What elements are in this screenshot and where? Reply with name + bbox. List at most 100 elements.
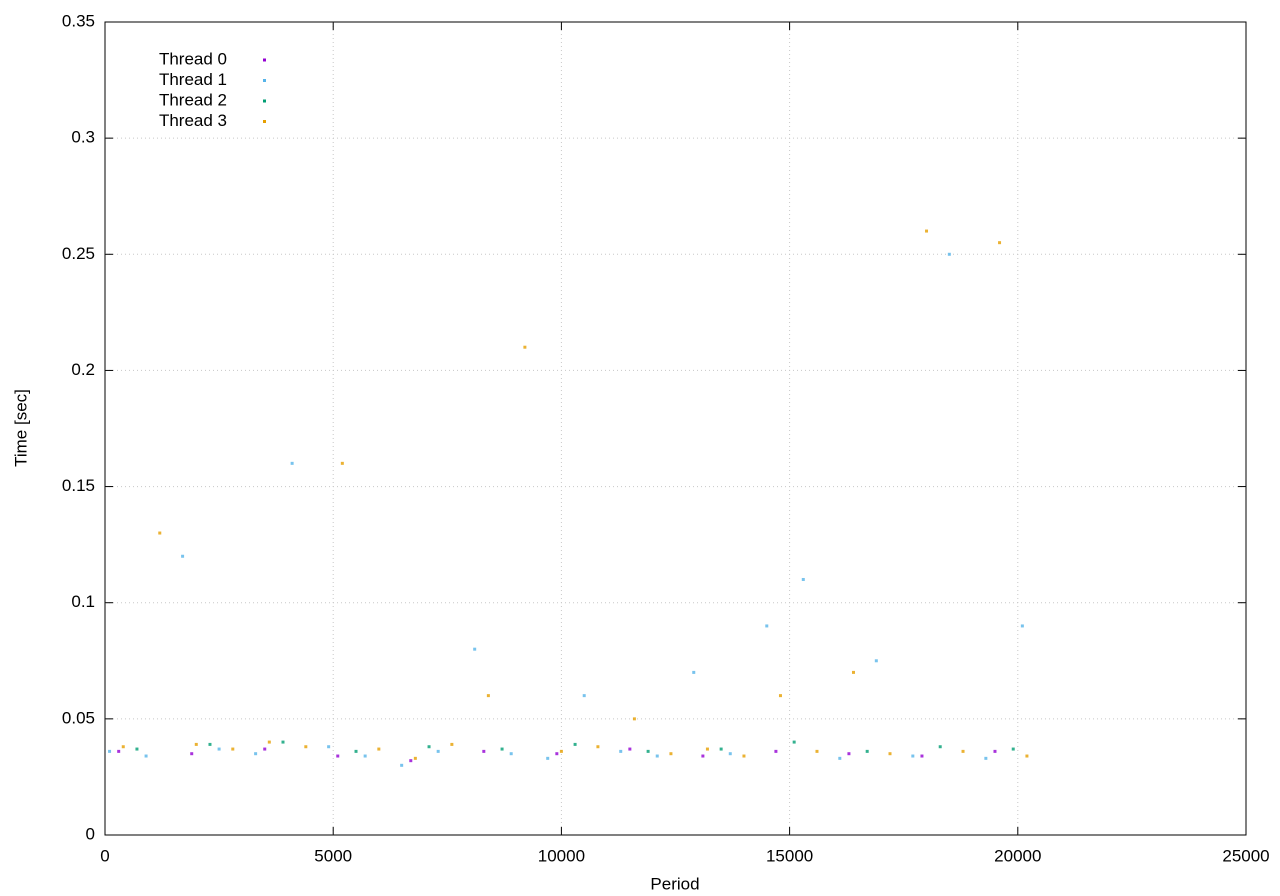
data-point: [217, 747, 221, 751]
y-tick-label: 0.3: [71, 128, 95, 147]
data-point: [1025, 754, 1029, 758]
y-tick-label: 0.05: [62, 708, 95, 727]
data-point: [632, 717, 636, 721]
data-point: [742, 754, 746, 758]
data-point: [792, 740, 796, 744]
data-point: [865, 749, 869, 753]
data-point: [336, 754, 340, 758]
data-point: [500, 747, 504, 751]
x-tick-label: 25000: [1222, 846, 1269, 865]
data-point: [400, 763, 404, 767]
y-tick-label: 0.35: [62, 11, 95, 30]
data-point: [815, 749, 819, 753]
y-tick-label: 0.2: [71, 360, 95, 379]
data-point: [546, 756, 550, 760]
data-point: [582, 694, 586, 698]
data-point: [267, 740, 271, 744]
data-point: [254, 752, 258, 756]
data-point: [436, 749, 440, 753]
data-point: [290, 461, 294, 465]
x-tick-label: 0: [100, 846, 109, 865]
data-point: [121, 745, 125, 749]
data-point: [559, 749, 563, 753]
data-point: [993, 749, 997, 753]
data-point: [555, 752, 559, 756]
data-point: [144, 754, 148, 758]
data-point: [719, 747, 723, 751]
data-point: [340, 461, 344, 465]
legend-swatch: [263, 120, 266, 123]
data-point: [765, 624, 769, 628]
data-point: [998, 241, 1002, 245]
data-point: [158, 531, 162, 535]
legend-swatch: [263, 79, 266, 82]
y-tick-label: 0.25: [62, 244, 95, 263]
data-point: [778, 694, 782, 698]
legend-swatch: [263, 58, 266, 62]
y-tick-label: 0.15: [62, 476, 95, 495]
data-point: [194, 742, 198, 746]
data-point: [281, 740, 285, 744]
data-point: [692, 670, 696, 674]
data-point: [851, 670, 855, 674]
data-point: [117, 749, 121, 753]
y-axis-label: Time [sec]: [11, 389, 30, 467]
x-tick-label: 20000: [994, 846, 1041, 865]
data-point: [646, 749, 650, 753]
data-point: [450, 742, 454, 746]
data-point: [961, 749, 965, 753]
data-point: [838, 756, 842, 760]
data-point: [208, 742, 212, 746]
y-tick-label: 0.1: [71, 592, 95, 611]
data-point: [728, 752, 732, 756]
data-point: [523, 345, 527, 349]
data-point: [596, 745, 600, 749]
data-point: [628, 747, 632, 751]
data-point: [1011, 747, 1015, 751]
x-tick-label: 15000: [766, 846, 813, 865]
data-point: [874, 659, 878, 663]
legend-label: Thread 1: [159, 70, 227, 89]
y-tick-label: 0: [86, 824, 95, 843]
data-point: [473, 647, 477, 651]
data-point: [655, 754, 659, 758]
data-point: [263, 747, 267, 751]
data-point: [705, 747, 709, 751]
data-point: [231, 747, 235, 751]
data-point: [701, 754, 705, 758]
data-point: [304, 745, 308, 749]
data-point: [984, 756, 988, 760]
data-point: [354, 749, 358, 753]
data-point: [920, 754, 924, 758]
data-point: [801, 577, 805, 581]
data-point: [181, 554, 185, 558]
x-tick-label: 5000: [314, 846, 352, 865]
data-point: [486, 694, 490, 698]
plot-frame: [104, 21, 1247, 836]
legend-label: Thread 0: [159, 49, 227, 68]
data-point: [888, 752, 892, 756]
data-point: [669, 752, 673, 756]
data-point: [427, 745, 431, 749]
data-point: [925, 229, 929, 233]
data-point: [847, 752, 851, 756]
data-point: [774, 749, 778, 753]
data-point: [363, 754, 367, 758]
data-point: [327, 745, 331, 749]
data-point: [135, 747, 139, 751]
data-point: [190, 752, 194, 756]
data-point: [413, 756, 417, 760]
data-point: [947, 252, 951, 256]
data-point: [619, 749, 623, 753]
data-point: [409, 759, 413, 763]
x-tick-label: 10000: [538, 846, 585, 865]
legend-swatch: [263, 99, 266, 103]
data-point: [108, 749, 112, 753]
data-point: [911, 754, 915, 758]
legend-label: Thread 2: [159, 90, 227, 109]
x-axis-label: Period: [650, 874, 699, 893]
data-point: [482, 749, 486, 753]
data-point: [377, 747, 381, 751]
data-point: [1020, 624, 1024, 628]
